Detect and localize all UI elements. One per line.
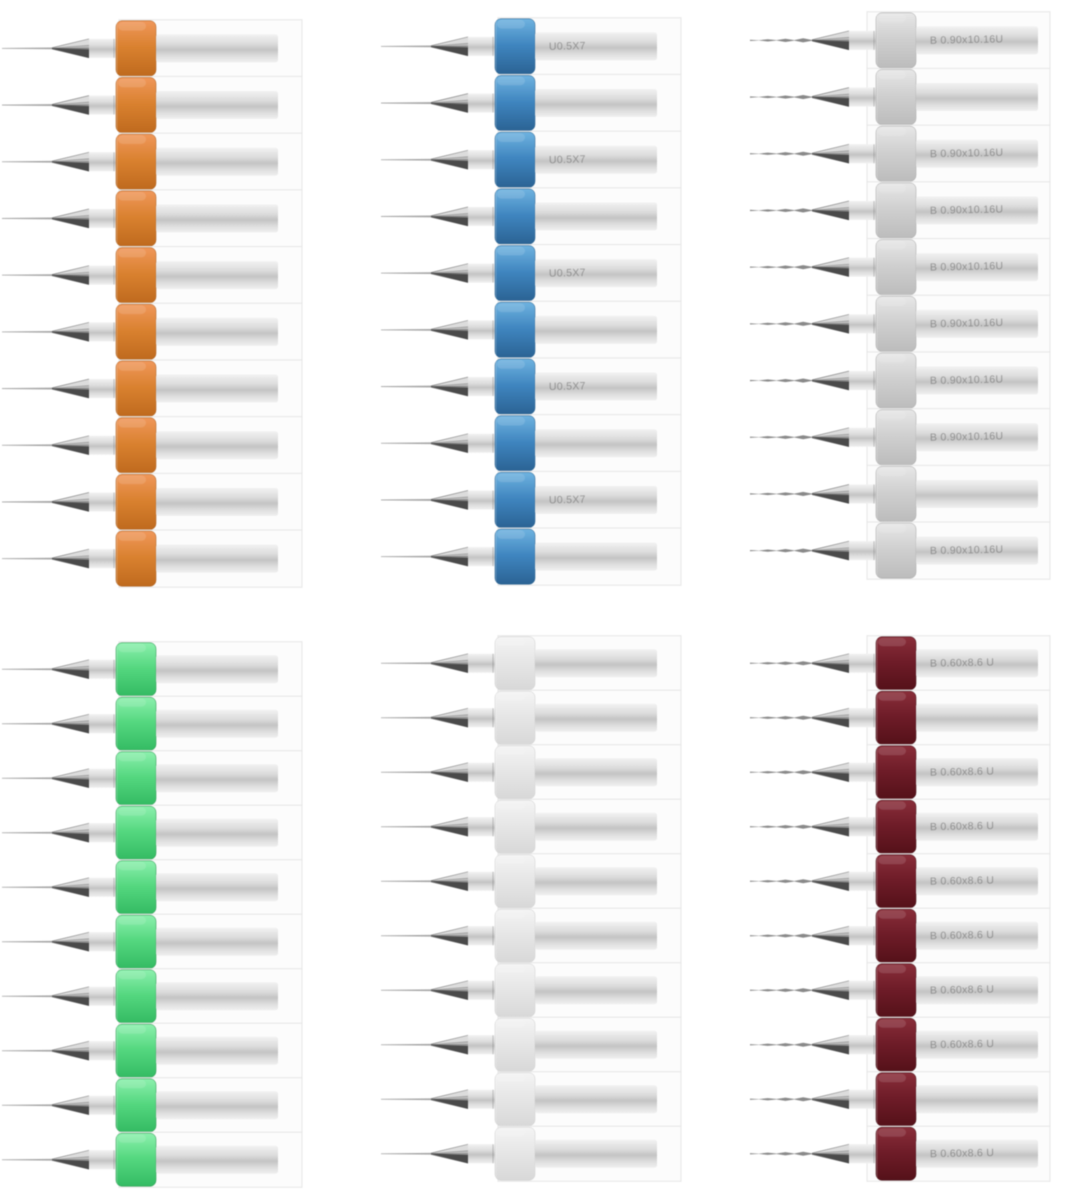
svg-text:B 0.60x8.6 U: B 0.60x8.6 U [930,1147,995,1160]
svg-text:U0.5X7: U0.5X7 [549,267,586,280]
svg-text:B 0.60x8.6 U: B 0.60x8.6 U [930,929,995,942]
svg-text:B 0.60x8.6 U: B 0.60x8.6 U [930,983,995,996]
svg-text:B 0.90x10.16U: B 0.90x10.16U [930,430,1004,444]
svg-text:B 0.90x10.16U: B 0.90x10.16U [930,317,1004,331]
svg-text:B 0.60x8.6 U: B 0.60x8.6 U [930,765,995,778]
svg-text:B 0.90x10.16U: B 0.90x10.16U [930,374,1004,388]
svg-text:B 0.90x10.16U: B 0.90x10.16U [930,203,1004,217]
svg-text:U0.5X7: U0.5X7 [549,153,586,166]
svg-text:B 0.60x8.6 U: B 0.60x8.6 U [930,874,995,887]
svg-text:U0.5X7: U0.5X7 [549,380,586,393]
svg-text:B 0.90x10.16U: B 0.90x10.16U [930,33,1004,47]
svg-text:B 0.60x8.6 U: B 0.60x8.6 U [930,656,995,669]
svg-text:B 0.60x8.6 U: B 0.60x8.6 U [930,820,995,833]
svg-text:B 0.90x10.16U: B 0.90x10.16U [930,147,1004,161]
svg-text:U0.5X7: U0.5X7 [549,40,586,53]
svg-text:U0.5X7: U0.5X7 [549,494,586,507]
svg-text:B 0.90x10.16U: B 0.90x10.16U [930,544,1004,558]
svg-text:B 0.60x8.6 U: B 0.60x8.6 U [930,1038,995,1051]
svg-text:B 0.90x10.16U: B 0.90x10.16U [930,260,1004,274]
